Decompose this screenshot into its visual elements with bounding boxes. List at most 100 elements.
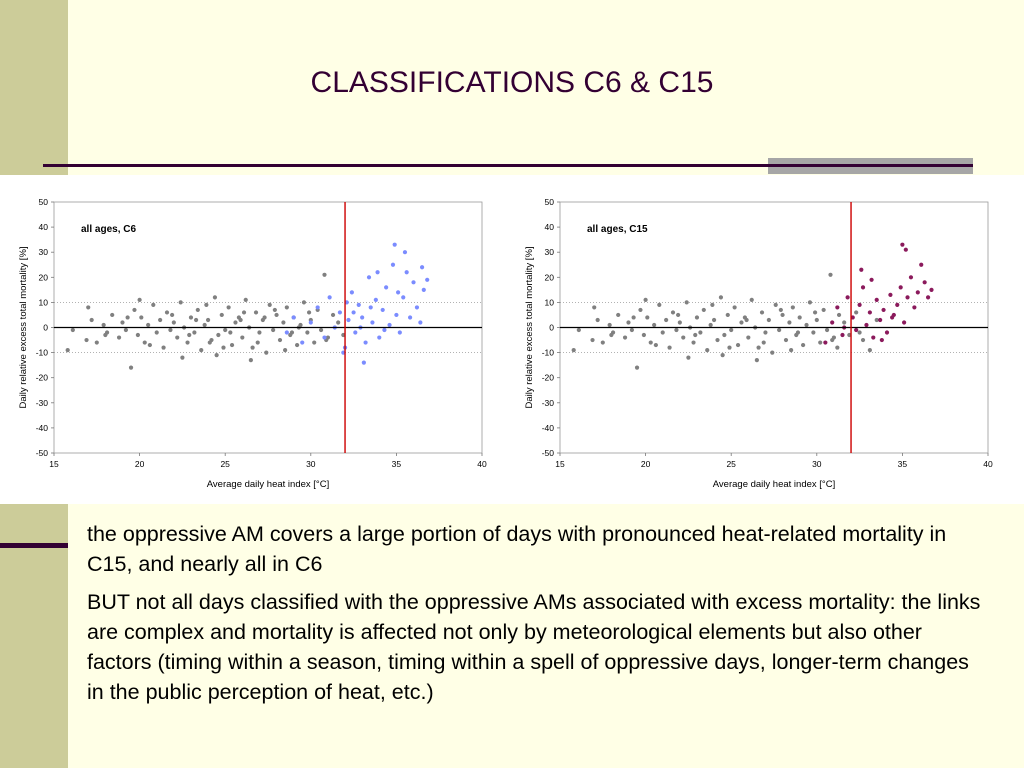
data-point <box>609 332 614 338</box>
data-point <box>349 290 354 295</box>
data-point <box>854 310 859 315</box>
data-point <box>238 317 243 323</box>
data-point <box>267 302 272 308</box>
y-tick-label: 50 <box>39 197 49 207</box>
data-point <box>759 310 765 315</box>
data-point <box>629 327 635 333</box>
slide-title: CLASSIFICATIONS C6 & C15 <box>310 66 714 99</box>
data-point <box>860 285 866 290</box>
data-point <box>368 305 373 310</box>
data-point <box>795 330 801 335</box>
data-point <box>274 312 279 318</box>
data-point <box>363 340 368 345</box>
data-point <box>289 330 295 335</box>
data-point <box>869 277 874 282</box>
data-point <box>854 327 859 333</box>
data-point <box>842 320 847 325</box>
data-point <box>660 330 665 335</box>
data-point <box>308 320 313 325</box>
data-point <box>667 345 672 350</box>
data-point <box>315 305 320 310</box>
data-point <box>353 330 358 335</box>
y-tick-label: -20 <box>542 373 555 383</box>
data-point <box>199 347 204 353</box>
paragraph-1: the oppressive AM covers a large portion… <box>87 522 947 576</box>
x-tick-label: 40 <box>983 459 993 469</box>
data-point <box>708 322 713 328</box>
left-accent-bar-top <box>0 0 68 175</box>
data-point <box>761 340 766 345</box>
data-point <box>915 290 920 295</box>
data-point <box>380 307 385 313</box>
y-tick-label: 40 <box>39 222 49 232</box>
data-point <box>322 335 327 340</box>
data-point <box>691 340 696 345</box>
data-point <box>318 327 324 333</box>
data-point <box>715 337 720 343</box>
x-axis-label: Average daily heat index [°C] <box>207 479 329 490</box>
y-tick-label: 0 <box>43 323 48 333</box>
data-point <box>233 320 238 325</box>
data-point <box>65 347 70 353</box>
body-text: the oppressive AM covers a large portion… <box>87 519 987 715</box>
panel-label: all ages, C15 <box>587 224 648 235</box>
data-point <box>195 307 200 313</box>
x-tick-label: 15 <box>49 459 59 469</box>
data-point <box>749 297 754 302</box>
data-point <box>295 342 300 348</box>
data-point <box>205 317 211 323</box>
data-point <box>857 302 862 308</box>
data-point <box>657 302 662 308</box>
data-point <box>146 322 151 328</box>
data-point <box>701 307 706 313</box>
x-tick-label: 35 <box>392 459 402 469</box>
data-point <box>823 340 828 345</box>
data-point <box>221 345 226 350</box>
data-point <box>905 295 910 300</box>
data-point <box>103 332 108 338</box>
data-point <box>789 347 794 353</box>
data-point <box>223 327 228 333</box>
data-point <box>384 285 389 290</box>
data-point <box>648 340 653 345</box>
data-point <box>86 305 91 310</box>
data-point <box>193 317 199 323</box>
data-point <box>867 310 872 315</box>
data-point <box>366 275 372 280</box>
data-point <box>881 307 886 313</box>
data-point <box>229 342 235 348</box>
x-tick-label: 30 <box>306 459 316 469</box>
data-point <box>135 332 140 338</box>
data-point <box>373 297 378 302</box>
data-point <box>797 315 802 320</box>
data-point <box>264 350 269 355</box>
data-point <box>212 295 218 300</box>
data-point <box>676 312 681 318</box>
data-point <box>576 327 581 333</box>
data-point <box>128 365 134 370</box>
data-point <box>908 275 914 280</box>
data-point <box>327 295 332 300</box>
data-point <box>900 242 905 247</box>
y-tick-label: 20 <box>545 272 555 282</box>
data-point <box>164 310 170 315</box>
data-point <box>763 330 768 335</box>
data-point <box>710 302 715 308</box>
data-point <box>857 330 862 335</box>
data-point <box>903 247 908 252</box>
data-point <box>277 337 283 343</box>
data-point <box>684 300 689 305</box>
data-point <box>382 327 387 333</box>
data-point <box>871 335 876 340</box>
data-point <box>780 312 785 318</box>
y-tick-label: 40 <box>545 222 555 232</box>
data-point <box>814 317 819 323</box>
data-point <box>419 265 425 270</box>
data-point <box>171 320 176 325</box>
data-point <box>890 315 895 320</box>
data-point <box>425 277 430 282</box>
data-point <box>243 297 248 302</box>
y-tick-label: 30 <box>545 247 555 257</box>
data-point <box>187 332 192 338</box>
